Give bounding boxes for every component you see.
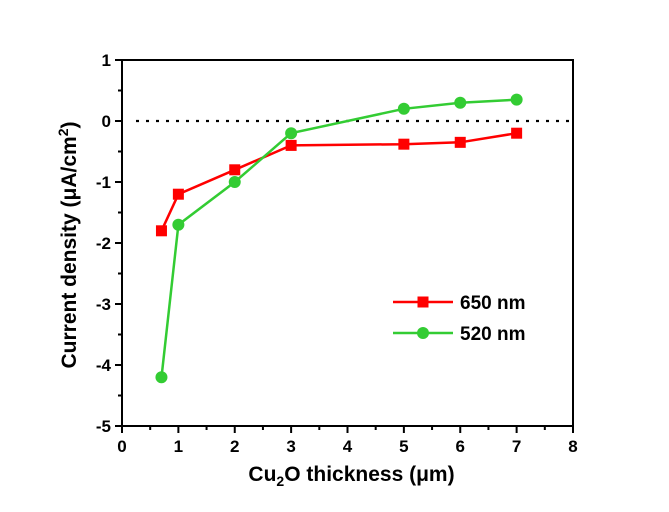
- data-point: [454, 96, 467, 109]
- series-650-nm: [155, 127, 523, 237]
- series-520-nm: [155, 93, 523, 384]
- y-tick-label: -5: [96, 417, 111, 436]
- x-tick-label: 2: [230, 437, 239, 456]
- data-point: [285, 127, 298, 140]
- y-tick-label: 1: [102, 51, 111, 70]
- y-title-text: ): [58, 121, 81, 128]
- series-layer: [155, 93, 523, 384]
- axis-ticks: 0 1 2 3 4 5 6 7 8 -5 -4 -3 -2 -1 0 1: [96, 51, 578, 456]
- x-axis-title: Cu2O thickness (μm): [248, 463, 454, 489]
- y-title-superscript: 2: [55, 128, 71, 136]
- x-tick-label: 4: [343, 437, 353, 456]
- y-tick-label: 0: [102, 112, 111, 131]
- y-tick-label: -1: [96, 173, 111, 192]
- data-point: [172, 218, 185, 231]
- x-tick-label: 3: [286, 437, 295, 456]
- data-point: [397, 102, 410, 115]
- data-point: [398, 138, 410, 150]
- data-point: [510, 93, 523, 106]
- data-point: [155, 371, 168, 384]
- x-tick-label: 6: [456, 437, 465, 456]
- y-tick-label: -4: [96, 356, 112, 375]
- y-tick-label: -3: [96, 295, 111, 314]
- x-tick-label: 8: [568, 437, 577, 456]
- legend-marker: [417, 296, 429, 308]
- data-point: [229, 164, 241, 176]
- legend-entry: 650 nm: [393, 293, 525, 314]
- y-title-text: Current density (μA/cm: [58, 136, 81, 368]
- legend-entry: 520 nm: [393, 324, 525, 345]
- x-title-text: Cu: [248, 463, 276, 486]
- y-tick-label: -2: [96, 234, 111, 253]
- x-tick-label: 1: [174, 437, 183, 456]
- x-tick-label: 7: [512, 437, 521, 456]
- data-point: [228, 176, 241, 188]
- data-point: [511, 127, 523, 139]
- plot-area: [121, 59, 574, 427]
- y-axis-title: Current density (μA/cm2): [55, 121, 81, 368]
- data-point: [285, 139, 297, 151]
- x-tick-label: 5: [399, 437, 408, 456]
- legend: 650 nm 520 nm: [393, 293, 525, 345]
- x-title-text: O thickness (μm): [284, 463, 454, 486]
- plot-border: [121, 59, 574, 427]
- legend-label: 650 nm: [460, 293, 525, 314]
- data-point: [454, 136, 466, 148]
- x-title-subscript: 2: [276, 473, 284, 489]
- data-point: [155, 225, 167, 237]
- x-tick-label: 0: [117, 437, 126, 456]
- legend-marker: [417, 327, 429, 339]
- data-point: [172, 188, 184, 200]
- legend-label: 520 nm: [460, 324, 525, 345]
